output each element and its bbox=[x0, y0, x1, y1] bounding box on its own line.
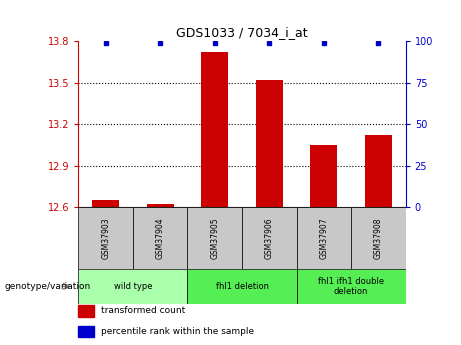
Text: GSM37903: GSM37903 bbox=[101, 217, 110, 259]
Bar bbox=[78, 326, 94, 337]
Title: GDS1033 / 7034_i_at: GDS1033 / 7034_i_at bbox=[176, 26, 308, 39]
Text: GSM37906: GSM37906 bbox=[265, 217, 274, 259]
Bar bbox=[188, 269, 296, 304]
Bar bbox=[78, 207, 133, 269]
Bar bbox=[201, 52, 228, 207]
Bar bbox=[242, 207, 296, 269]
Text: fhl1 deletion: fhl1 deletion bbox=[216, 282, 268, 291]
Text: GSM37904: GSM37904 bbox=[156, 217, 165, 259]
Text: wild type: wild type bbox=[114, 282, 152, 291]
Bar bbox=[133, 207, 188, 269]
Bar bbox=[78, 269, 188, 304]
Text: GSM37908: GSM37908 bbox=[374, 217, 383, 259]
Text: genotype/variation: genotype/variation bbox=[5, 282, 91, 291]
Bar bbox=[256, 80, 283, 207]
Text: fhl1 ifh1 double
deletion: fhl1 ifh1 double deletion bbox=[318, 277, 384, 296]
Bar bbox=[92, 200, 119, 207]
Bar bbox=[365, 135, 392, 207]
Text: GSM37905: GSM37905 bbox=[210, 217, 219, 259]
Bar bbox=[147, 204, 174, 207]
Bar bbox=[296, 207, 351, 269]
Bar bbox=[78, 305, 94, 317]
Text: transformed count: transformed count bbox=[101, 306, 185, 315]
Text: GSM37907: GSM37907 bbox=[319, 217, 328, 259]
Bar bbox=[296, 269, 406, 304]
Bar bbox=[188, 207, 242, 269]
Text: percentile rank within the sample: percentile rank within the sample bbox=[101, 327, 254, 336]
Bar bbox=[351, 207, 406, 269]
Bar bbox=[310, 145, 337, 207]
